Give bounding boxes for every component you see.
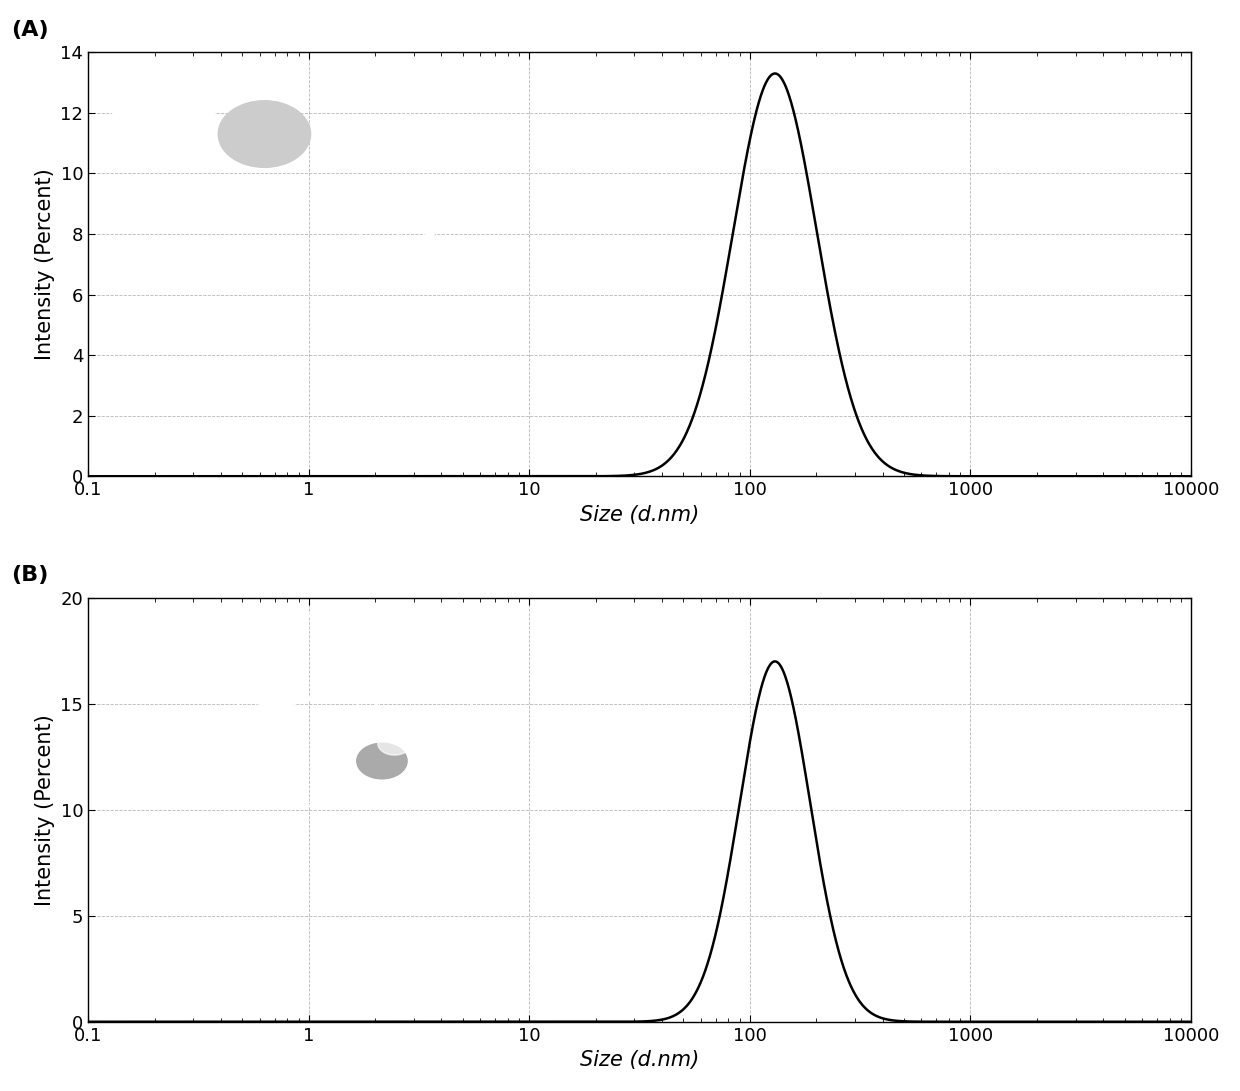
- X-axis label: Size (d.nm): Size (d.nm): [580, 1051, 699, 1070]
- Text: (A): (A): [11, 20, 48, 39]
- Y-axis label: Intensity (Percent): Intensity (Percent): [35, 168, 55, 360]
- X-axis label: Size (d.nm): Size (d.nm): [580, 505, 699, 525]
- Text: (B): (B): [11, 565, 48, 585]
- Y-axis label: Intensity (Percent): Intensity (Percent): [35, 714, 55, 906]
